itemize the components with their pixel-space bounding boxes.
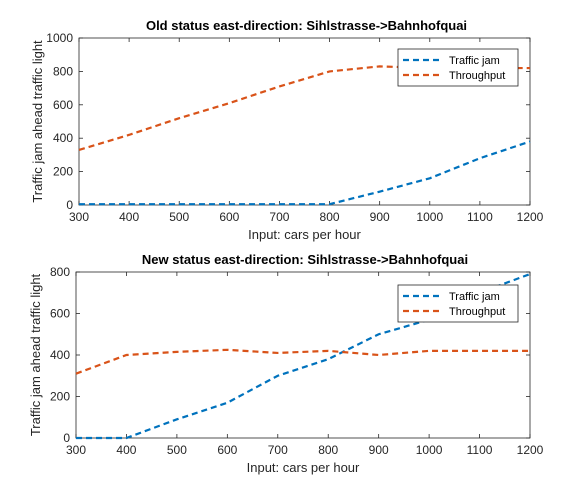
x-tick-label: 500: [167, 443, 187, 457]
x-tick-label: 1000: [416, 210, 443, 224]
y-axis-label: Traffic jam ahead traffic light: [30, 40, 45, 203]
x-tick-label: 300: [66, 443, 86, 457]
x-tick-label: 600: [217, 443, 237, 457]
series-line-traffic-jam: [79, 140, 531, 206]
legend: Traffic jam Throughput: [397, 48, 519, 87]
x-tick-label: 800: [320, 210, 340, 224]
y-tick-label: 1000: [46, 31, 73, 45]
y-tick-label: 0: [66, 198, 73, 212]
chart-panel-2: 300 400 500 600 700 800 900 1000 1100 1200 0 200 400…: [28, 252, 544, 475]
x-tick-label: 600: [219, 210, 239, 224]
x-tick-label: 400: [116, 443, 136, 457]
legend-entry-label: Throughput: [449, 306, 505, 318]
x-tick-label: 300: [69, 210, 89, 224]
y-axis-label: Traffic jam ahead traffic light: [28, 273, 43, 436]
y-tick-label: 400: [53, 131, 73, 145]
legend-box: [397, 284, 519, 323]
x-tick-label: 400: [119, 210, 139, 224]
y-tick-label: 800: [50, 265, 70, 279]
y-tick-label: 400: [50, 348, 70, 362]
x-tick-label: 500: [169, 210, 189, 224]
x-axis-label: Input: cars per hour: [248, 227, 361, 242]
legend: Traffic jam Throughput: [397, 284, 519, 323]
chart-panel-1: 300 400 500 600 700 800 900 1000 1100 1200 0 200 400…: [30, 18, 544, 242]
series-line-throughput: [75, 348, 530, 375]
legend-entry-label: Throughput: [449, 70, 505, 82]
x-tick-label: 1200: [517, 443, 544, 457]
x-tick-label: 1000: [416, 443, 443, 457]
y-tick-label: 200: [53, 165, 73, 179]
x-tick-label: 700: [268, 443, 288, 457]
legend-box: [397, 48, 519, 87]
y-tick-label: 200: [50, 390, 70, 404]
x-tick-label: 1200: [517, 210, 544, 224]
legend-entry-label: Traffic jam: [449, 55, 500, 67]
x-tick-label: 900: [369, 443, 389, 457]
y-tick-label: 0: [63, 431, 70, 445]
y-tick-label: 800: [53, 64, 73, 78]
x-tick-label: 800: [318, 443, 338, 457]
x-tick-label: 1100: [467, 210, 493, 224]
chart-title: New status east-direction: Sihlstrasse->…: [142, 252, 468, 267]
x-tick-label: 700: [269, 210, 289, 224]
y-tick-label: 600: [50, 307, 70, 321]
y-tick-label: 600: [53, 98, 73, 112]
x-axis-label: Input: cars per hour: [247, 460, 360, 475]
x-tick-label: 900: [370, 210, 390, 224]
legend-entry-label: Traffic jam: [449, 291, 500, 303]
chart-title: Old status east-direction: Sihlstrasse->…: [146, 18, 467, 33]
x-tick-label: 1100: [467, 443, 493, 457]
